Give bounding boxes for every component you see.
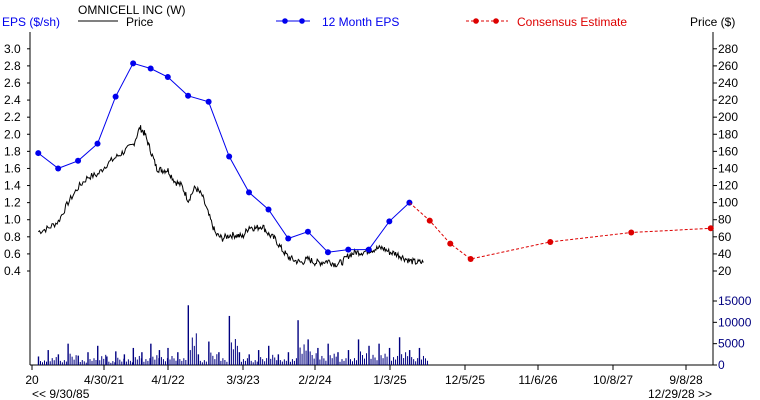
x-tick-label: 12/5/25: [445, 373, 485, 387]
consensus-legend-marker: [493, 18, 499, 24]
eps-point: [345, 246, 352, 253]
eps-point: [75, 157, 82, 164]
eps-tick-label: 2.6: [4, 76, 21, 90]
consensus-legend-label: Consensus Estimate: [517, 15, 627, 29]
consensus-legend-marker: [473, 18, 479, 24]
price-series: [37, 125, 424, 268]
eps-point: [164, 74, 171, 81]
start-date-label: << 9/30/85: [32, 387, 90, 400]
price-tick-label: 100: [718, 196, 738, 210]
price-tick-label: 140: [718, 161, 738, 175]
consensus-point: [707, 225, 714, 232]
eps-tick-label: 1.8: [4, 144, 21, 158]
eps-point: [226, 153, 233, 160]
x-tick-label: 4/1/22: [151, 373, 185, 387]
right-axis-label: Price ($): [690, 15, 735, 29]
eps-tick-label: 3.0: [4, 42, 21, 56]
eps-point: [35, 150, 42, 157]
eps-tick-label: 0.4: [4, 264, 21, 278]
eps-point: [147, 65, 154, 72]
consensus-point: [547, 238, 554, 245]
x-tick-label: 11/6/26: [518, 373, 557, 387]
price-tick-label: 60: [718, 230, 732, 244]
consensus-series: [409, 202, 714, 263]
volume-tick-label: 5000: [718, 337, 745, 351]
eps-tick-label: 1.0: [4, 213, 21, 227]
volume-tick-label: 0: [718, 358, 725, 372]
x-tick-label: 10/8/27: [593, 373, 633, 387]
eps-point: [112, 93, 119, 100]
eps-legend-marker: [299, 18, 305, 24]
eps-line: [37, 62, 410, 253]
eps-point: [365, 246, 372, 253]
left-axis-label: EPS ($/sh): [2, 15, 60, 29]
consensus-line: [409, 202, 711, 260]
price-tick-label: 180: [718, 127, 738, 141]
price-legend-label: Price: [126, 15, 154, 29]
eps-tick-label: 1.4: [4, 179, 21, 193]
eps-tick-label: 2.8: [4, 59, 21, 73]
x-tick-label: 2/2/24: [298, 373, 332, 387]
price-tick-label: 260: [718, 59, 738, 73]
eps-tick-label: 0.6: [4, 247, 21, 261]
x-tick-label: 3/3/23: [226, 373, 260, 387]
price-tick-label: 280: [718, 42, 738, 56]
x-tick-label: 1/3/25: [373, 373, 407, 387]
price-line: [37, 125, 424, 268]
eps-tick-label: 2.2: [4, 110, 21, 124]
end-date-label: 12/29/28 >>: [648, 387, 712, 400]
eps-legend-marker: [282, 18, 288, 24]
eps-series: [35, 60, 413, 256]
eps-tick-label: 2.0: [4, 127, 21, 141]
volume-tick-label: 10000: [718, 315, 752, 329]
price-tick-label: 160: [718, 144, 738, 158]
x-tick-label: 4/30/21: [84, 373, 124, 387]
price-tick-label: 220: [718, 93, 738, 107]
eps-legend-label: 12 Month EPS: [322, 15, 399, 29]
consensus-point: [426, 217, 433, 224]
eps-point: [205, 98, 212, 105]
eps-tick-label: 1.2: [4, 196, 21, 210]
consensus-point: [628, 229, 635, 236]
eps-tick-label: 0.8: [4, 230, 21, 244]
price-tick-label: 200: [718, 110, 738, 124]
eps-point: [324, 249, 331, 256]
price-tick-label: 120: [718, 179, 738, 193]
eps-tick-label: 2.4: [4, 93, 21, 107]
chart-axes: 0.4 0.6 0.8 1.0 1.2 1.4 1.6 1.8 2.0 2.2 2.4 2.6 2.8 3…: [4, 32, 752, 387]
price-tick-label: 20: [718, 264, 732, 278]
price-tick-label: 80: [718, 213, 732, 227]
consensus-point: [467, 256, 474, 263]
eps-point: [304, 228, 311, 235]
price-tick-label: 240: [718, 76, 738, 90]
eps-point: [185, 92, 192, 99]
eps-point: [55, 165, 62, 172]
price-tick-label: 40: [718, 247, 732, 261]
volume-tick-label: 15000: [718, 294, 752, 308]
volume-series: [37, 305, 428, 365]
eps-point: [130, 60, 137, 67]
x-tick-label: 20: [25, 373, 39, 387]
eps-tick-label: 1.6: [4, 161, 21, 175]
company-title: OMNICELL INC (W): [78, 3, 186, 17]
eps-point: [265, 206, 272, 213]
eps-point: [386, 218, 393, 225]
eps-point: [246, 189, 252, 196]
consensus-point: [447, 240, 454, 247]
x-tick-label: 9/8/28: [669, 373, 703, 387]
eps-point: [285, 235, 292, 242]
eps-point: [94, 140, 101, 147]
